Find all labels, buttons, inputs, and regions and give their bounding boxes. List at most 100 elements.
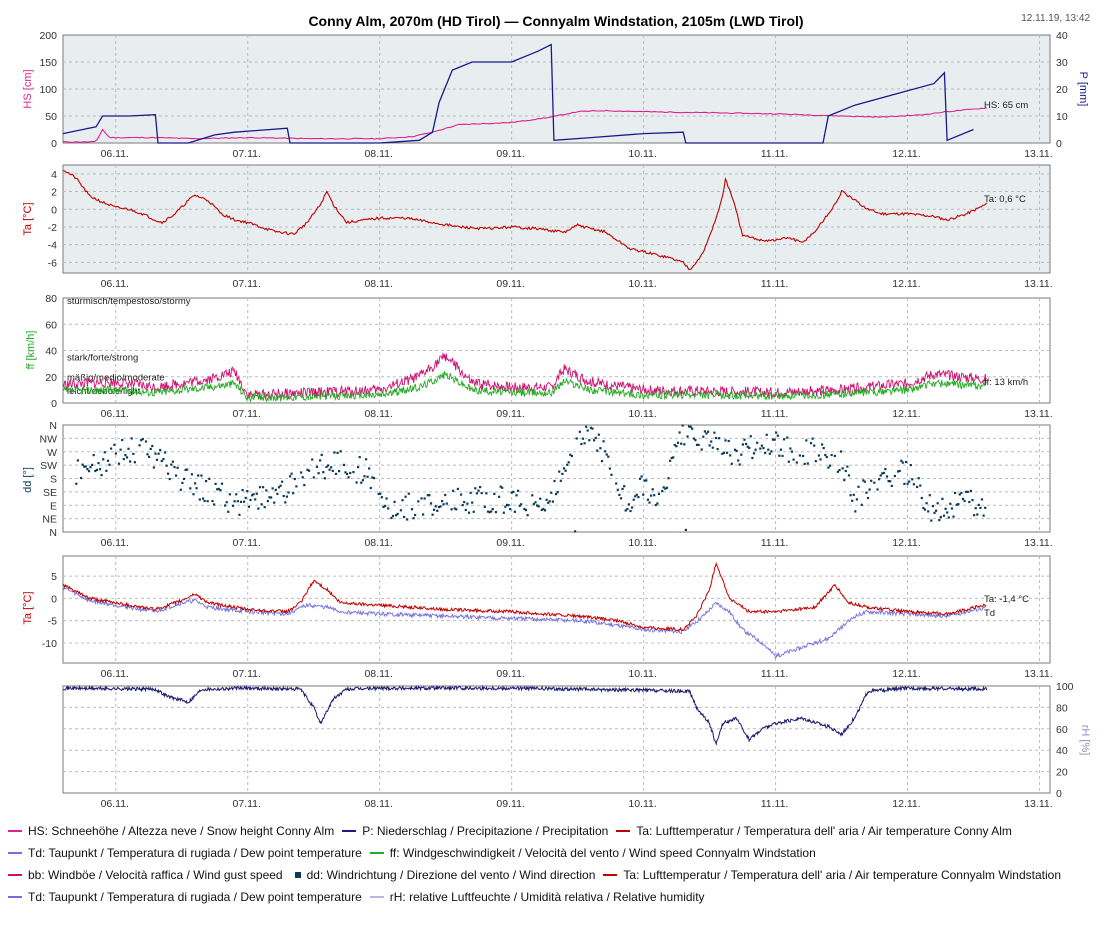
dd-point — [925, 502, 928, 505]
dd-point — [610, 473, 613, 476]
dd-point — [437, 505, 440, 509]
dd-point — [469, 491, 472, 494]
ff-current-value: ff: 13 km/h — [984, 377, 1028, 388]
dd-point — [433, 508, 436, 511]
dd-point — [714, 436, 718, 440]
dd-point — [247, 505, 250, 508]
dd-point — [767, 448, 770, 451]
y-tick-label: 0 — [1056, 788, 1062, 800]
dd-point — [236, 500, 239, 503]
dd-point — [542, 507, 545, 511]
dd-point — [366, 475, 369, 478]
x-tick-label: 06.11. — [101, 408, 129, 420]
dd-point — [670, 456, 673, 460]
dd-point — [713, 431, 716, 434]
x-tick-label: 09.11. — [496, 798, 524, 810]
dd-point — [566, 463, 569, 466]
x-tick-label: 10.11. — [628, 537, 656, 549]
dd-point — [960, 491, 963, 494]
x-tick-label: 10.11. — [628, 408, 656, 420]
x-tick-label: 10.11. — [628, 278, 656, 290]
dd-point — [281, 480, 284, 483]
x-tick-label: 12.11. — [892, 278, 920, 290]
dd-point — [591, 427, 594, 430]
plot-area — [62, 555, 1051, 664]
dd-point — [391, 514, 395, 518]
dd-point — [569, 453, 572, 456]
dd-point — [346, 472, 349, 476]
legend-item: Td: Taupunkt / Temperatura di rugiada / … — [8, 890, 362, 904]
dd-point — [963, 499, 966, 503]
dd-point — [97, 462, 100, 465]
legend-label: P: Niederschlag / Precipitazione / Preci… — [362, 824, 609, 838]
dd-point — [941, 497, 944, 500]
dd-point — [306, 468, 309, 471]
dd-point — [596, 449, 599, 452]
dd-point — [460, 493, 463, 496]
legend-label: rH: relative Luftfeuchte / Umidità relat… — [389, 890, 705, 904]
dd-point — [201, 497, 205, 500]
dd-point — [634, 495, 637, 498]
x-tick-label: 09.11. — [496, 278, 524, 290]
dd-point — [665, 486, 668, 489]
legend-label: bb: Windböe / Velocità raffica / Wind gu… — [28, 868, 283, 882]
dd-point — [798, 454, 801, 457]
dd-axis-label: dd [°] — [22, 467, 34, 493]
dd-point — [263, 506, 266, 509]
dd-point — [452, 489, 455, 492]
dd-point — [342, 463, 345, 466]
ta-ws-current-value: Ta: -1,4 °C — [984, 594, 1029, 605]
rh-axis-label: rH [%] — [1079, 725, 1091, 756]
dd-point — [661, 490, 664, 493]
dd-point — [771, 438, 775, 441]
dd-point — [92, 454, 95, 457]
dd-point — [873, 481, 876, 484]
dd-point — [429, 502, 433, 505]
dd-point — [436, 509, 439, 512]
dd-point — [412, 517, 415, 520]
dd-point — [179, 488, 182, 491]
dd-point — [277, 486, 281, 489]
dd-point — [499, 485, 502, 488]
dd-point — [371, 476, 374, 479]
dd-point — [733, 448, 737, 451]
dd-point — [524, 509, 528, 512]
legend-swatch — [8, 874, 22, 876]
dd-point — [312, 476, 315, 479]
dd-point — [160, 460, 163, 463]
dd-point — [322, 471, 325, 474]
dd-point — [83, 465, 86, 468]
dd-point — [543, 509, 547, 512]
dd-point — [114, 452, 117, 455]
dd-point — [249, 498, 252, 502]
dd-point — [102, 458, 105, 461]
dd-point — [775, 431, 778, 434]
dd-point — [694, 439, 697, 442]
dd-point — [357, 466, 360, 469]
dd-point — [680, 442, 683, 445]
dd-point — [684, 528, 687, 531]
dd-point — [618, 493, 621, 496]
dd-point — [401, 499, 404, 502]
dd-point — [175, 474, 178, 477]
dd-point — [727, 439, 730, 443]
dd-point — [710, 440, 713, 443]
dd-point — [216, 488, 219, 491]
dd-point — [91, 463, 94, 466]
rh-series-line — [63, 684, 988, 746]
dd-point — [908, 480, 911, 483]
dd-point — [284, 501, 287, 504]
dd-point — [494, 511, 497, 514]
dd-point — [936, 502, 939, 505]
dd-point — [517, 489, 520, 492]
dd-point — [588, 439, 591, 442]
x-tick-label: 11.11. — [761, 148, 789, 160]
dd-point — [95, 468, 98, 471]
legend-item: dd: Windrichtung / Direzione del vento /… — [291, 868, 595, 882]
dd-point — [303, 484, 306, 487]
y-tick-label: 20 — [1056, 767, 1068, 779]
dd-point — [181, 481, 184, 484]
dd-point — [165, 464, 168, 467]
dd-point — [887, 480, 890, 483]
dd-point — [382, 505, 385, 509]
